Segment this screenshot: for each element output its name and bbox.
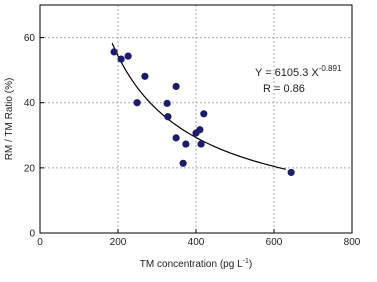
equation-text: Y = 6105.3 X	[255, 67, 319, 79]
data-point	[141, 72, 149, 80]
x-tick-label: 800	[344, 237, 361, 248]
data-point	[172, 134, 180, 142]
data-point	[200, 110, 208, 118]
equation-exponent: -0.891	[319, 64, 342, 73]
plot-frame	[39, 4, 353, 234]
y-tick-label: 20	[24, 163, 36, 174]
y-tick-label: 60	[24, 33, 36, 44]
y-tick-label: 40	[24, 98, 36, 109]
x-label-sup: -1	[243, 258, 249, 265]
data-point	[172, 82, 180, 91]
x-label-text: TM concentration (pg L	[140, 259, 243, 270]
y-tick-label: 0	[29, 229, 35, 240]
data-point	[196, 126, 204, 134]
data-point	[163, 99, 171, 107]
data-point	[164, 113, 172, 121]
x-tick-label: 200	[110, 237, 127, 248]
data-point	[124, 52, 132, 60]
data-point	[117, 55, 125, 63]
data-point	[197, 140, 205, 148]
data-point	[179, 159, 187, 167]
data-point	[182, 140, 190, 148]
fit-r: R = 0.86	[263, 83, 305, 95]
x-tick-label: 600	[266, 237, 283, 248]
fit-equation: Y = 6105.3 X-0.891	[255, 64, 342, 79]
fit-curve	[111, 42, 286, 170]
y-axis-label: RM / TM Ratio (%)	[4, 78, 15, 161]
data-point	[133, 99, 141, 107]
x-tick-label: 0	[37, 237, 43, 248]
data-point	[110, 48, 118, 56]
data-point	[287, 168, 295, 177]
x-label-end: )	[249, 259, 252, 270]
x-axis-label: TM concentration (pg L-1)	[140, 258, 252, 270]
x-tick-label: 400	[188, 237, 205, 248]
